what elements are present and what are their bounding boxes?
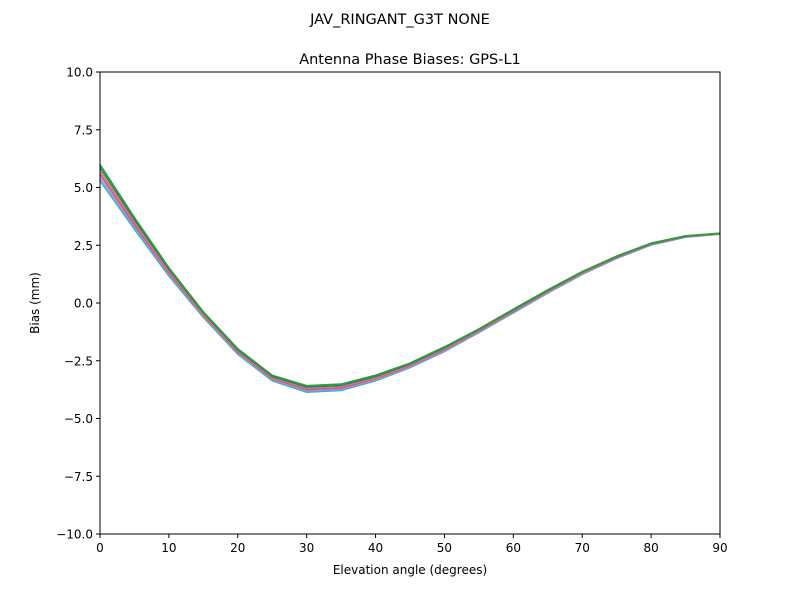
x-tick-label: 20 — [230, 541, 245, 555]
x-tick-label: 0 — [96, 541, 104, 555]
y-tick-label: 10.0 — [66, 66, 93, 80]
series-line-0 — [99, 180, 721, 394]
figure-suptitle: JAV_RINGANT_G3T NONE — [309, 12, 490, 28]
y-tick-label: 2.5 — [74, 239, 93, 253]
y-tick-label: −7.5 — [64, 470, 93, 484]
x-tick-label: 60 — [506, 541, 521, 555]
x-tick-label: 10 — [161, 541, 176, 555]
series-line-2 — [99, 173, 721, 391]
x-tick-label: 70 — [575, 541, 590, 555]
x-tick-label: 30 — [299, 541, 314, 555]
y-axis: −10.0 −7.5 −5.0 −2.5 0.0 2.5 5.0 7.5 10.0 — [56, 66, 100, 542]
series-line-3 — [99, 170, 721, 390]
x-tick-label: 50 — [437, 541, 452, 555]
series-line-1 — [99, 176, 721, 392]
series-line-4 — [99, 167, 721, 388]
y-tick-label: 0.0 — [74, 297, 93, 311]
x-tick-label: 40 — [368, 541, 383, 555]
x-tick-label: 90 — [712, 541, 727, 555]
y-tick-label: 5.0 — [74, 181, 93, 195]
chart-title: Antenna Phase Biases: GPS-L1 — [299, 52, 521, 68]
y-tick-label: −10.0 — [56, 528, 93, 542]
series-line-5 — [99, 163, 721, 387]
y-axis-label: Bias (mm) — [28, 272, 42, 334]
x-tick-label: 80 — [643, 541, 658, 555]
y-tick-label: −5.0 — [64, 412, 93, 426]
series-lines — [99, 163, 721, 394]
x-axis: 0 10 20 30 40 50 60 70 80 90 — [96, 534, 728, 555]
x-axis-label: Elevation angle (degrees) — [333, 563, 487, 577]
y-tick-label: −2.5 — [64, 354, 93, 368]
y-tick-label: 7.5 — [74, 123, 93, 137]
